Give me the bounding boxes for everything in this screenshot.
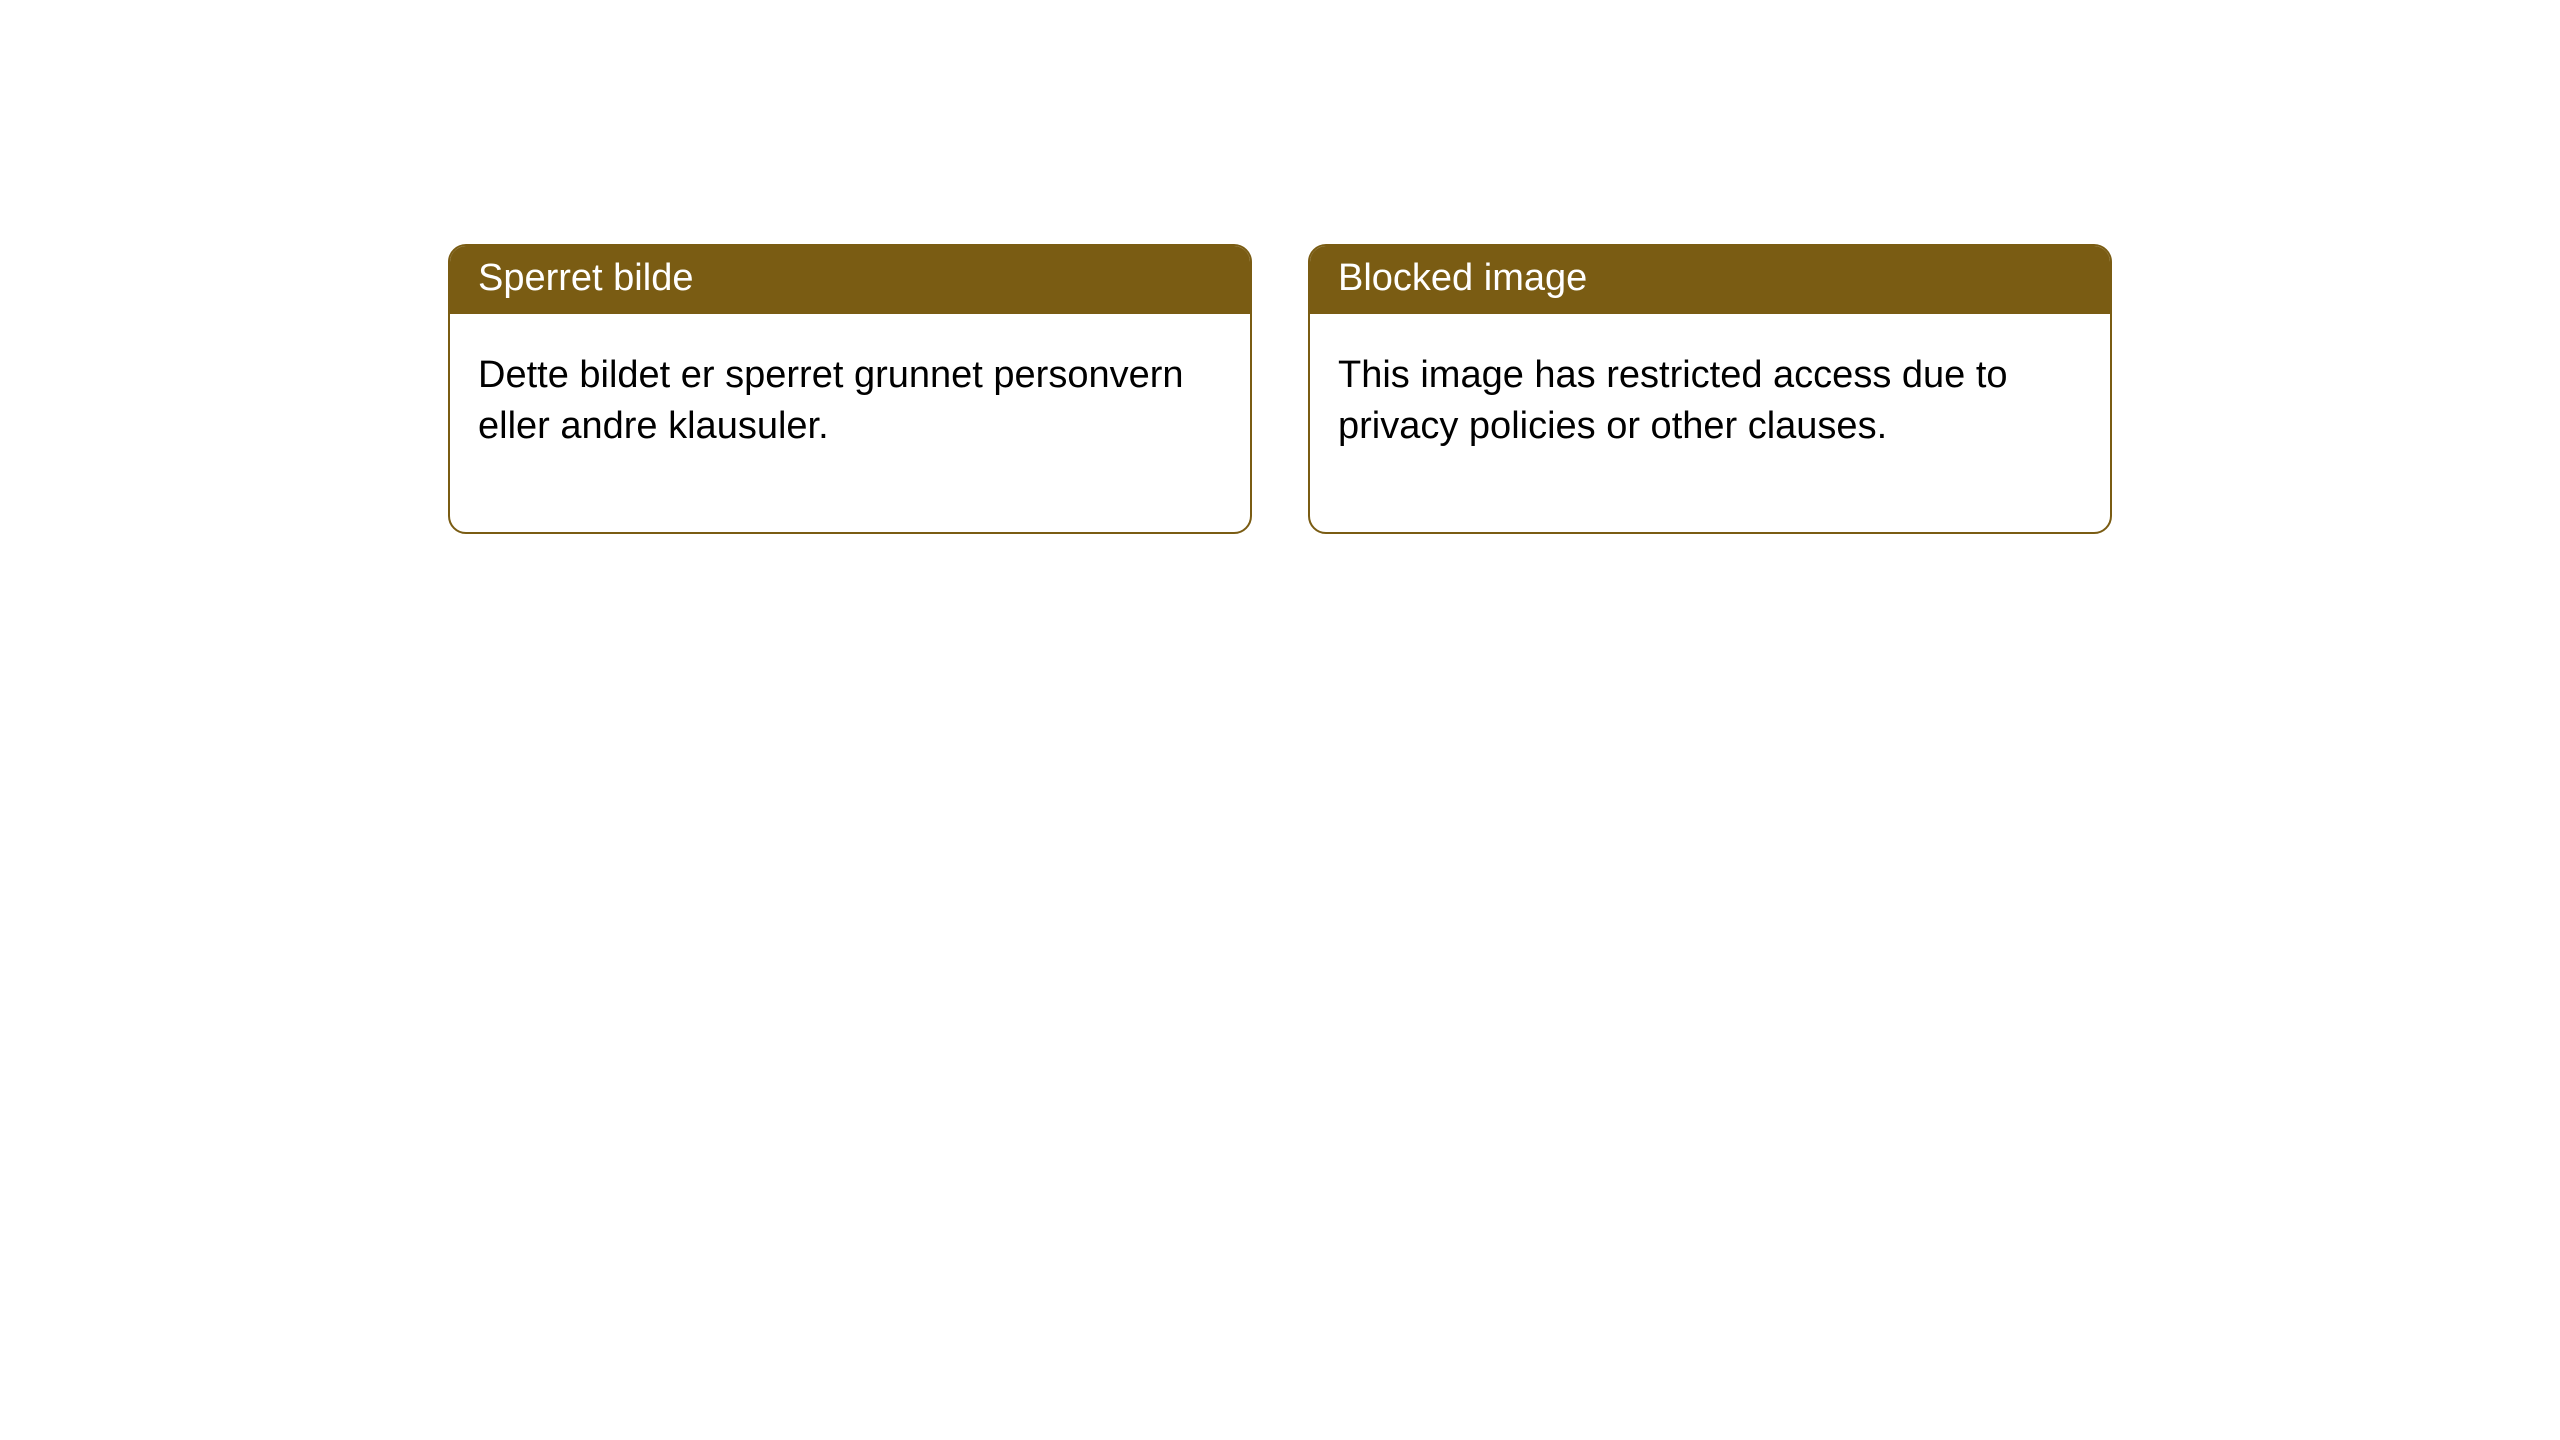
card-header: Sperret bilde: [450, 246, 1250, 314]
notice-card-norwegian: Sperret bilde Dette bildet er sperret gr…: [448, 244, 1252, 534]
notice-container: Sperret bilde Dette bildet er sperret gr…: [0, 0, 2560, 534]
card-title: Blocked image: [1338, 257, 1587, 299]
card-body-text: Dette bildet er sperret grunnet personve…: [478, 354, 1184, 447]
card-body: This image has restricted access due to …: [1310, 314, 2110, 533]
card-header: Blocked image: [1310, 246, 2110, 314]
notice-card-english: Blocked image This image has restricted …: [1308, 244, 2112, 534]
card-body: Dette bildet er sperret grunnet personve…: [450, 314, 1250, 533]
card-body-text: This image has restricted access due to …: [1338, 354, 2008, 447]
card-title: Sperret bilde: [478, 257, 693, 299]
